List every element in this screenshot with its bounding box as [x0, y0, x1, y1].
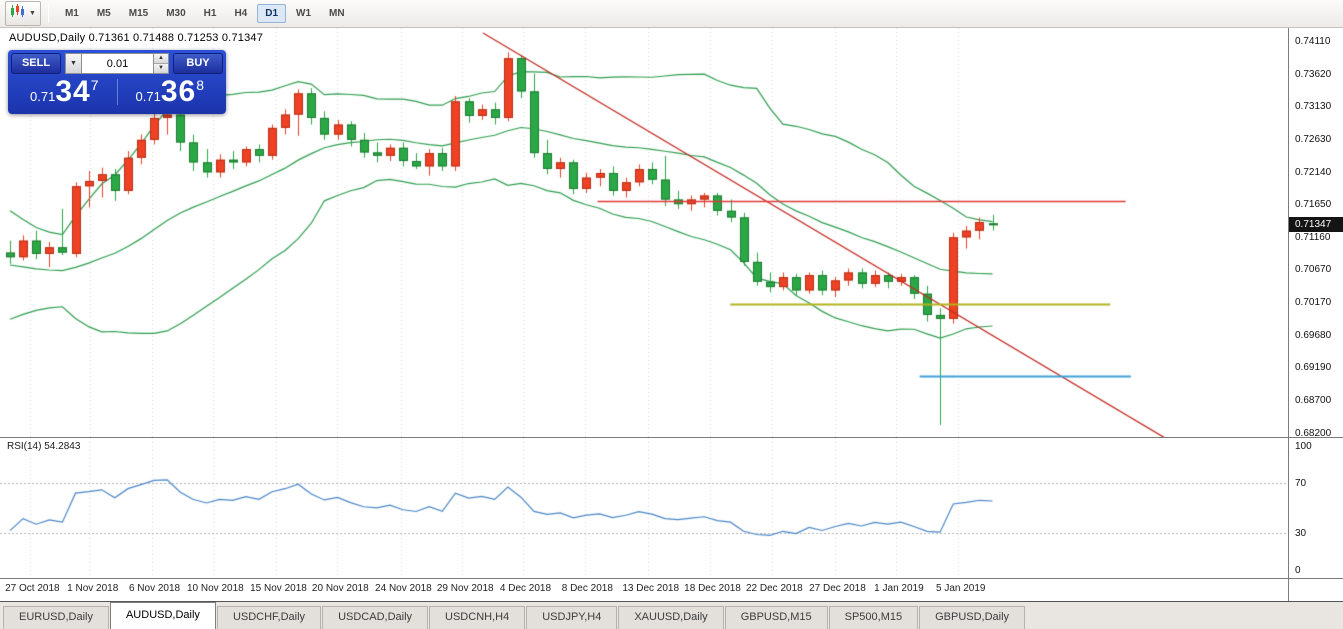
toolbar-separator [47, 4, 49, 23]
main-chart-pane[interactable]: AUDUSD,Daily 0.71361 0.71488 0.71253 0.7… [0, 28, 1288, 437]
price-axis-label: 0.71160 [1295, 231, 1331, 243]
price-axis-label: 0.68700 [1295, 394, 1332, 406]
sell-button[interactable]: SELL [11, 53, 61, 74]
timeframe-button-w1[interactable]: W1 [296, 8, 312, 19]
buy-price[interactable]: 0.71 36 8 [119, 76, 222, 108]
lot-stepper[interactable]: ▲ ▼ [154, 53, 169, 74]
x-axis-label: 8 Dec 2018 [561, 583, 613, 594]
time-axis[interactable]: 27 Oct 2018 1 Nov 2018 6 Nov 2018 10 Nov 20… [0, 578, 1288, 601]
lot-size-control: ▼ 0.01 ▲ ▼ [65, 53, 169, 74]
price-axis-label: 0.69190 [1295, 362, 1332, 374]
lot-increment-icon[interactable]: ▲ [154, 54, 168, 64]
price-axis-label: 0.71650 [1295, 199, 1332, 211]
timeframe-buttons: M1 M5 M15 M30 H1 H4 D1 W1 MN [56, 4, 354, 23]
sell-price-pip: 7 [90, 77, 99, 93]
current-price-badge: 0.71347 [1289, 217, 1343, 233]
x-axis-label: 6 Nov 2018 [128, 583, 181, 594]
price-axis-label: 0.68200 [1295, 428, 1332, 439]
tab-usdcnh-h4[interactable]: USDCNH,H4 [429, 606, 526, 629]
candlestick-chart-icon [10, 4, 26, 23]
timeframe-button-m5[interactable]: M5 [96, 8, 111, 19]
tab-eurusd-daily[interactable]: EURUSD,Daily [3, 606, 109, 629]
x-axis-label: 27 Oct 2018 [5, 583, 60, 594]
tab-sp500-m15[interactable]: SP500,M15 [828, 606, 919, 629]
rsi-canvas[interactable] [0, 438, 1288, 578]
x-axis-label: 15 Nov 2018 [250, 583, 307, 594]
x-axis-label: 13 Dec 2018 [622, 583, 680, 594]
timeframe-button-h4[interactable]: H4 [234, 8, 248, 19]
timeframe-button-m30[interactable]: M30 [166, 8, 186, 19]
timeframe-button-d1[interactable]: D1 [257, 4, 287, 23]
tab-usdchf-daily[interactable]: USDCHF,Daily [216, 606, 322, 629]
x-axis-label: 20 Nov 2018 [311, 583, 369, 594]
timeframe-button-m15[interactable]: M15 [128, 8, 149, 19]
pane-separator [1289, 437, 1343, 438]
rsi-axis-label: 30 [1295, 527, 1307, 539]
x-axis-label: 24 Nov 2018 [375, 583, 432, 594]
chart-type-button[interactable]: ▼ [5, 1, 41, 26]
price-axis-label: 0.69680 [1295, 329, 1332, 341]
pane-separator [1289, 578, 1343, 579]
lot-dropdown-button[interactable]: ▼ [65, 53, 82, 74]
price-axis-label: 0.73620 [1295, 68, 1332, 80]
x-axis-label: 22 Dec 2018 [745, 583, 803, 594]
lot-size-input[interactable]: 0.01 [82, 53, 154, 74]
x-axis-label: 18 Dec 2018 [684, 583, 741, 594]
price-axis-label: 0.73130 [1295, 101, 1332, 112]
price-axis-label: 0.74110 [1295, 36, 1331, 47]
tab-gbpusd-m15[interactable]: GBPUSD,M15 [724, 606, 828, 629]
x-axis-label: 10 Nov 2018 [186, 583, 244, 594]
sell-price-base: 0.71 [30, 89, 56, 104]
timeframe-toolbar: ▼ M1 M5 M15 M30 H1 H4 D1 W1 MN [0, 0, 1343, 28]
price-axis-label: 0.70670 [1295, 264, 1332, 276]
lot-decrement-icon[interactable]: ▼ [154, 64, 168, 73]
tab-xauusd-daily[interactable]: XAUUSD,Daily [618, 606, 724, 629]
x-axis-label: 4 Dec 2018 [499, 583, 552, 594]
buy-price-pip: 8 [196, 77, 204, 93]
timeframe-button-mn[interactable]: MN [329, 8, 345, 19]
price-axis-label: 0.72630 [1295, 134, 1332, 146]
rsi-label: RSI(14) 54.2843 [7, 441, 81, 452]
price-axis-label: 0.72140 [1295, 166, 1332, 178]
timeframe-button-h1[interactable]: H1 [203, 8, 217, 19]
price-axis-label: 0.70170 [1295, 297, 1332, 309]
x-axis-label: 29 Nov 2018 [436, 583, 494, 594]
tab-usdjpy-h4[interactable]: USDJPY,H4 [526, 606, 618, 629]
buy-price-base: 0.71 [135, 89, 161, 104]
tab-usdcad-daily[interactable]: USDCAD,Daily [322, 606, 429, 629]
price-axis[interactable]: 0.74110 0.73620 0.73130 0.72630 0.72140 0.716… [1288, 28, 1343, 601]
price-divider [116, 79, 118, 105]
tab-audusd-daily[interactable]: AUDUSD,Daily [109, 602, 216, 629]
buy-price-big-digits: 36 [160, 75, 197, 108]
x-axis-label: 27 Dec 2018 [809, 583, 866, 594]
plot-column: AUDUSD,Daily 0.71361 0.71488 0.71253 0.7… [0, 28, 1288, 601]
sell-price[interactable]: 0.71 34 7 [13, 76, 116, 108]
chart-ohlc-header: AUDUSD,Daily 0.71361 0.71488 0.71253 0.7… [9, 32, 264, 44]
rsi-axis-label: 100 [1295, 441, 1312, 452]
chevron-down-icon: ▼ [70, 60, 77, 67]
x-axis-label: 1 Jan 2019 [874, 583, 924, 594]
timeframe-button-m1[interactable]: M1 [64, 8, 79, 19]
rsi-indicator-pane[interactable]: RSI(14) 54.2843 [0, 437, 1288, 578]
rsi-axis-label: 70 [1295, 478, 1307, 490]
sell-price-big-digits: 34 [55, 75, 91, 108]
chart-area: AUDUSD,Daily 0.71361 0.71488 0.71253 0.7… [0, 28, 1343, 601]
x-axis-label: 1 Nov 2018 [67, 583, 119, 594]
tab-gbpusd-daily[interactable]: GBPUSD,Daily [919, 606, 1026, 629]
x-axis-label: 5 Jan 2019 [935, 583, 986, 594]
buy-button[interactable]: BUY [173, 53, 223, 74]
one-click-trading-panel: SELL ▼ 0.01 ▲ ▼ BUY 0.7 [8, 50, 226, 114]
rsi-axis-label: 0 [1295, 565, 1301, 576]
chevron-down-icon: ▼ [29, 10, 36, 17]
chart-tab-bar: EURUSD,Daily AUDUSD,Daily USDCHF,Daily USDC… [0, 601, 1343, 629]
